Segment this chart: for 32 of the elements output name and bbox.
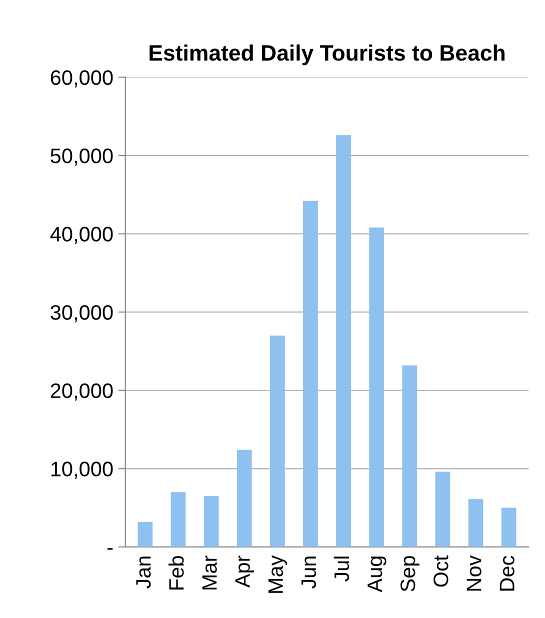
chart-title: Estimated Daily Tourists to Beach: [150, 44, 504, 66]
x-tick-label: Sep: [400, 556, 420, 592]
x-tick-label: Jan: [136, 556, 151, 589]
x-tick-label: May: [268, 555, 288, 593]
bar: [336, 135, 351, 547]
bar: [369, 228, 384, 547]
x-tick-label: Apr: [235, 556, 254, 588]
x-tick-label: Mar: [202, 556, 217, 590]
bar: [303, 200, 318, 547]
bar: [170, 492, 186, 547]
bar: [204, 496, 219, 547]
bar: [501, 508, 516, 547]
y-tick-label: 40,000: [50, 226, 113, 244]
x-tick-label: Jul: [334, 556, 350, 582]
x-tick-label: Feb: [168, 556, 184, 590]
y-tick-label: 30,000: [50, 305, 113, 322]
bar: [270, 336, 285, 547]
y-tick-label: 60,000: [50, 70, 113, 88]
x-tick-label: Dec: [500, 556, 514, 591]
bar: [138, 522, 153, 547]
y-tick-label: -: [108, 548, 113, 550]
x-tick-label: Nov: [466, 555, 482, 591]
bar: [468, 499, 484, 547]
bar: [236, 450, 252, 547]
y-tick-label: 20,000: [50, 383, 113, 401]
y-tick-label: 10,000: [51, 462, 113, 479]
y-tick-label: 50,000: [50, 148, 113, 166]
x-tick-label: Oct: [434, 555, 448, 587]
bar: [435, 472, 450, 547]
x-tick-label: Aug: [368, 556, 386, 592]
bar: [402, 365, 418, 547]
x-tick-label: Jun: [302, 556, 316, 589]
